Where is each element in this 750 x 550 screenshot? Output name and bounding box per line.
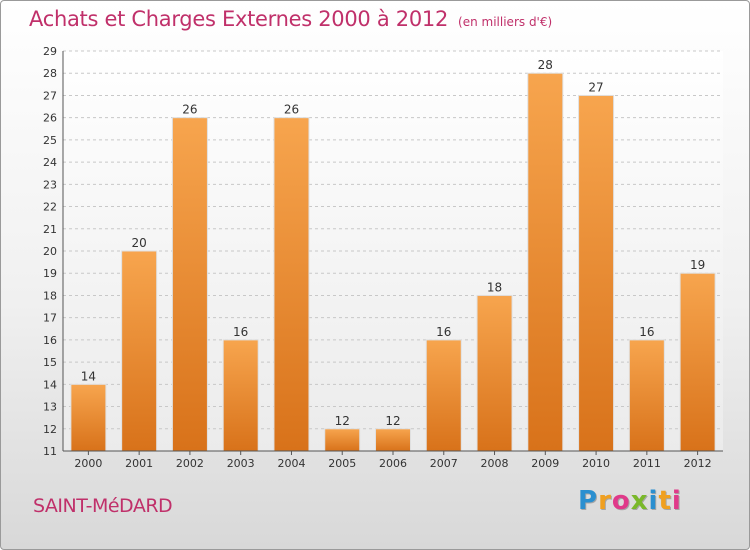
bar-value-label: 12 <box>335 414 350 428</box>
bar <box>425 339 462 452</box>
bar-value-label: 26 <box>284 103 299 117</box>
x-tick-label: 2007 <box>430 457 458 470</box>
x-tick-label: 2006 <box>379 457 407 470</box>
logo-letter: o <box>611 486 631 516</box>
y-axis: 11 12 13 14 15 16 17 18 19 20 21 22 23 24 25 26 27 28 29 <box>43 45 64 458</box>
bar-value-label: 28 <box>538 58 553 72</box>
y-tick-label: 13 <box>43 401 57 414</box>
bar-value-label: 27 <box>588 80 603 94</box>
y-tick-label: 24 <box>43 156 57 169</box>
commune-name: SAINT-MéDARD <box>33 495 173 517</box>
logo-letter: i <box>648 486 659 516</box>
x-tick-label: 2009 <box>531 457 559 470</box>
bar <box>527 72 564 452</box>
y-tick-label: 12 <box>43 423 57 436</box>
bar-value-label: 12 <box>385 414 400 428</box>
bar-value-label: 20 <box>132 236 147 250</box>
bar <box>679 272 716 452</box>
x-tick-label: 2005 <box>328 457 356 470</box>
bar <box>273 117 310 452</box>
x-tick-label: 2012 <box>684 457 712 470</box>
proxiti-logo: Proxiti <box>578 486 682 516</box>
chart-subtitle: (en milliers d'€) <box>458 15 553 29</box>
bar-value-label: 19 <box>690 258 705 272</box>
bar <box>375 428 411 452</box>
y-tick-label: 15 <box>43 356 57 369</box>
x-tick-label: 2010 <box>582 457 610 470</box>
logo-letter: i <box>671 486 682 516</box>
y-tick-label: 14 <box>43 378 57 391</box>
y-tick-label: 18 <box>43 289 57 302</box>
bar <box>324 428 361 452</box>
bar-value-label: 26 <box>182 103 197 117</box>
bar <box>476 294 513 452</box>
y-tick-label: 16 <box>43 334 57 347</box>
x-tick-label: 2002 <box>176 457 204 470</box>
x-tick-label: 2003 <box>227 457 255 470</box>
y-tick-label: 29 <box>43 45 57 58</box>
x-tick-label: 2001 <box>125 457 153 470</box>
y-tick-label: 27 <box>43 89 57 102</box>
bar <box>121 250 158 452</box>
bar <box>222 339 259 452</box>
y-tick-label: 28 <box>43 67 57 80</box>
logo-letter: t <box>658 486 672 516</box>
y-tick-label: 25 <box>43 134 57 147</box>
y-tick-label: 11 <box>43 445 57 458</box>
x-tick-label: 2004 <box>277 457 305 470</box>
x-axis: 2000 2001 2002 2003 2004 2005 2006 2007 2008 2009… <box>63 450 723 470</box>
bar <box>171 117 208 452</box>
bar-value-label: 18 <box>487 280 502 294</box>
bar <box>70 383 107 452</box>
bars: 14 20 26 16 26 12 12 16 18 28 27 16 19 <box>70 58 716 452</box>
y-tick-label: 20 <box>43 245 57 258</box>
y-tick-label: 19 <box>43 267 57 280</box>
chart-title: Achats et Charges Externes 2000 à 2012 (e… <box>29 7 552 31</box>
bar <box>578 94 615 452</box>
bar-value-label: 16 <box>233 325 248 339</box>
logo-letter: r <box>598 486 612 516</box>
chart-title-text: Achats et Charges Externes 2000 à 2012 <box>29 7 449 31</box>
bar-value-label: 14 <box>81 369 96 383</box>
logo-letter: x <box>630 486 649 516</box>
y-tick-label: 17 <box>43 312 57 325</box>
x-tick-label: 2000 <box>74 457 102 470</box>
y-tick-label: 21 <box>43 223 57 236</box>
x-tick-label: 2008 <box>481 457 509 470</box>
bar-value-label: 16 <box>639 325 654 339</box>
y-tick-label: 23 <box>43 178 57 191</box>
bar <box>628 339 665 452</box>
logo-letter: P <box>578 486 599 516</box>
x-tick-label: 2011 <box>633 457 661 470</box>
y-tick-label: 26 <box>43 112 57 125</box>
y-tick-label: 22 <box>43 201 57 214</box>
bar-value-label: 16 <box>436 325 451 339</box>
